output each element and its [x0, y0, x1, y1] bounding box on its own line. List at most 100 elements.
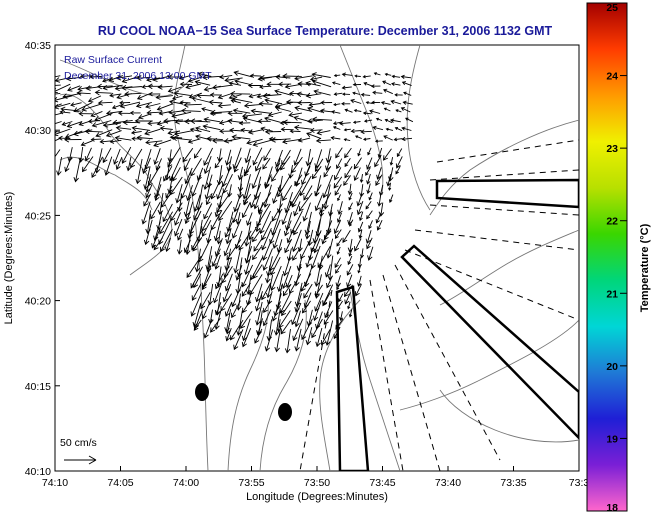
- current-vector-arrow: [124, 91, 142, 97]
- current-vector-arrow: [144, 157, 151, 171]
- current-vector-arrow: [231, 96, 253, 104]
- current-vector-arrow: [155, 94, 173, 100]
- coastline-contours: [59, 45, 579, 471]
- current-vector-arrow: [365, 167, 371, 176]
- current-vector-arrow: [162, 203, 173, 223]
- current-vector-arrow: [323, 310, 334, 325]
- current-vector-arrow: [55, 75, 61, 78]
- current-vector-arrow: [145, 103, 161, 109]
- current-vector-arrow: [274, 89, 292, 96]
- current-vector-arrow: [79, 73, 92, 79]
- current-vector-arrow: [281, 149, 291, 166]
- current-vector-arrow: [214, 301, 222, 316]
- current-vector-arrow: [259, 84, 271, 90]
- x-tick-label: 73:40: [435, 477, 461, 489]
- current-vector-arrow: [249, 183, 261, 209]
- current-vector-arrow: [169, 134, 183, 140]
- current-vector-arrow: [264, 116, 281, 123]
- current-vector-arrow: [224, 77, 243, 83]
- current-vector-arrow: [58, 135, 71, 141]
- current-vector-arrow: [105, 130, 122, 138]
- current-vector-arrow: [271, 165, 283, 182]
- current-vector-arrow: [376, 220, 383, 231]
- current-vector-arrow: [243, 165, 252, 177]
- y-tick-label: 40:20: [25, 296, 51, 308]
- current-vector-arrow: [102, 122, 121, 128]
- current-vector-arrow: [230, 319, 244, 341]
- current-vector-arrow: [368, 192, 373, 201]
- current-vector-arrow: [130, 130, 142, 135]
- current-vector-arrow: [223, 137, 241, 144]
- current-vector-arrow: [313, 301, 322, 322]
- current-vector-arrow: [369, 109, 381, 114]
- current-vector-arrow: [365, 201, 372, 210]
- current-vector-arrow: [389, 157, 394, 166]
- current-vector-arrow: [282, 119, 302, 126]
- current-vector-arrow: [357, 221, 364, 233]
- current-vector-arrow: [344, 108, 353, 113]
- current-vector-arrow: [187, 221, 194, 239]
- current-vector-arrow: [225, 228, 232, 245]
- current-vector-arrow: [55, 95, 73, 103]
- current-vector-arrow: [168, 109, 182, 115]
- current-vector-arrow: [55, 112, 63, 116]
- current-vector-arrow: [338, 293, 344, 303]
- current-vector-arrow: [145, 139, 163, 146]
- current-vector-arrow: [257, 202, 264, 215]
- current-vector-arrow: [66, 121, 83, 129]
- shelf-contour-2: [259, 299, 307, 471]
- current-vector-arrow: [218, 201, 233, 222]
- current-vector-arrow: [363, 119, 373, 123]
- current-vector-arrow: [236, 310, 243, 336]
- current-vector-arrow: [246, 212, 253, 226]
- current-vector-arrow: [254, 291, 263, 312]
- current-vector-arrow: [247, 129, 263, 135]
- current-vector-arrow: [252, 264, 263, 279]
- current-vector-arrow: [234, 230, 243, 250]
- current-vector-arrow: [342, 230, 351, 243]
- current-vector-arrow: [386, 173, 392, 187]
- current-vector-arrow: [343, 128, 351, 132]
- current-vector-arrow: [384, 72, 392, 77]
- current-vector-arrow: [276, 192, 283, 214]
- current-vector-arrow: [393, 137, 403, 142]
- current-vector-arrow: [200, 291, 211, 310]
- current-vector-arrow: [175, 184, 183, 204]
- current-vector-arrow: [193, 273, 202, 289]
- current-vector-arrow: [257, 118, 271, 124]
- current-vector-arrow: [366, 157, 373, 170]
- current-vector-arrow: [284, 329, 291, 354]
- current-vector-arrow: [243, 193, 252, 205]
- current-vector-arrow: [320, 329, 331, 346]
- current-vector-arrow: [401, 136, 413, 142]
- current-vector-arrow: [183, 239, 191, 254]
- current-vector-arrow: [91, 156, 104, 178]
- current-vector-arrow: [153, 237, 163, 251]
- current-vector-arrow: [102, 84, 123, 91]
- current-vector-arrow: [261, 220, 272, 241]
- current-vector-arrow: [357, 265, 361, 274]
- current-vector-arrow: [216, 230, 222, 245]
- current-vector-arrow: [328, 203, 334, 217]
- current-vector-arrow: [353, 108, 362, 113]
- current-vector-arrow: [244, 246, 253, 264]
- current-vector-arrow: [250, 108, 271, 115]
- current-vector-arrow: [311, 72, 331, 78]
- current-vector-arrow: [294, 328, 302, 352]
- current-vector-arrow: [261, 228, 272, 251]
- current-vector-arrow: [384, 118, 393, 124]
- current-vector-arrow: [253, 238, 263, 252]
- current-vector-arrow: [333, 220, 341, 235]
- current-vector-arrow: [352, 120, 361, 124]
- current-vector-arrow: [214, 157, 223, 169]
- current-vector-arrow: [344, 166, 353, 179]
- y-axis-ticks: 40:35 40:30 40:25 40:20 40:15 40:10: [25, 40, 60, 478]
- south-lane: [335, 285, 370, 471]
- current-vector-arrow: [195, 126, 211, 133]
- current-vector-arrow: [241, 328, 252, 348]
- x-axis-ticks: 74:10 74:05 74:00 73:55 73:50 73:45 73:40 73:35…: [42, 466, 589, 489]
- current-vector-arrow: [374, 139, 383, 143]
- shelf-contour-5: [399, 319, 579, 411]
- current-vector-arrow: [60, 106, 81, 113]
